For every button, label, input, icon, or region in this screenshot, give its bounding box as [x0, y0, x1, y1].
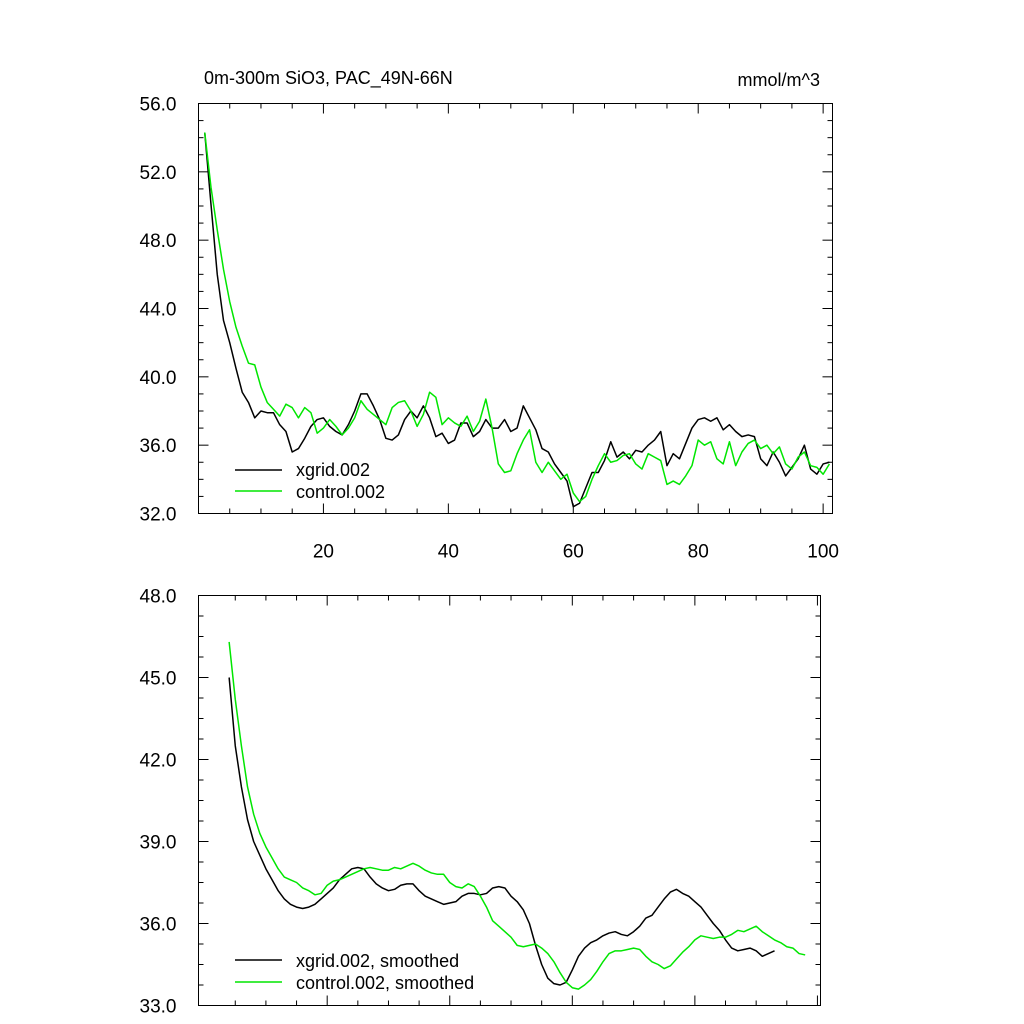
- legend-label-control-smoothed: control.002, smoothed: [296, 973, 474, 993]
- top-y-tick-labels: 32.0 36.0 40.0 44.0 48.0 52.0 56.0: [140, 95, 177, 526]
- top-panel: 32.0 36.0 40.0 44.0 48.0 52.0 56.0 20 40 60 80 100…: [140, 95, 839, 563]
- top-x-tick-label: 40: [438, 542, 459, 563]
- top-y-tick-label: 40.0: [140, 368, 177, 389]
- top-x-tick-label: 80: [688, 542, 709, 563]
- legend-label-control: control.002: [296, 482, 385, 502]
- bottom-series-group: [228, 641, 806, 990]
- bottom-y-tick-labels: 33.0 36.0 39.0 42.0 45.0 48.0: [140, 587, 177, 1018]
- bottom-plot-frame: [198, 595, 821, 1006]
- top-x-tick-label: 20: [313, 542, 334, 563]
- top-axis-ticks: [198, 103, 833, 514]
- top-x-tick-label: 60: [563, 542, 584, 563]
- top-x-tick-label: 100: [807, 542, 839, 563]
- units-label: mmol/m^3: [738, 70, 820, 90]
- bottom-y-tick-label: 48.0: [140, 587, 177, 608]
- top-series-group: [204, 132, 831, 508]
- top-y-tick-label: 36.0: [140, 436, 177, 457]
- bottom-legend: xgrid.002, smoothed control.002, smoothe…: [235, 951, 474, 993]
- bottom-series-line-control: [228, 641, 806, 990]
- top-y-tick-label: 32.0: [140, 505, 177, 526]
- top-legend: xgrid.002 control.002: [235, 460, 385, 502]
- chart-title: 0m-300m SiO3, PAC_49N-66N: [204, 68, 453, 89]
- bottom-y-tick-label: 42.0: [140, 751, 177, 772]
- legend-label-xgrid-smoothed: xgrid.002, smoothed: [296, 951, 459, 971]
- top-y-tick-label: 56.0: [140, 95, 177, 116]
- top-y-tick-label: 44.0: [140, 300, 177, 321]
- bottom-y-tick-label: 39.0: [140, 833, 177, 854]
- bottom-y-tick-label: 45.0: [140, 669, 177, 690]
- top-y-tick-label: 48.0: [140, 231, 177, 252]
- legend-label-xgrid: xgrid.002: [296, 460, 370, 480]
- top-series-line-xgrid: [204, 132, 830, 508]
- bottom-y-tick-label: 33.0: [140, 997, 177, 1018]
- bottom-series-line-xgrid: [228, 677, 775, 986]
- bottom-y-tick-label: 36.0: [140, 915, 177, 936]
- top-x-tick-labels: 20 40 60 80 100: [313, 542, 839, 563]
- bottom-panel: 33.0 36.0 39.0 42.0 45.0 48.0 xgrid.002, smoo…: [140, 587, 821, 1018]
- top-series-line-control: [204, 132, 831, 503]
- bottom-axis-ticks: [198, 595, 821, 1006]
- top-y-tick-label: 52.0: [140, 163, 177, 184]
